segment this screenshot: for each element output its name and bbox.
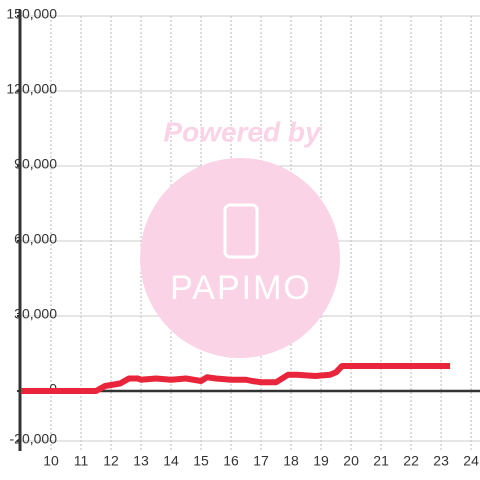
x-tick-label: 24: [463, 453, 479, 469]
x-tick-label: 22: [403, 453, 419, 469]
x-tick-label: 23: [433, 453, 449, 469]
data-line: [21, 363, 451, 394]
watermark-text: Powered by: [163, 116, 322, 147]
y-tick-label: 120,000: [6, 81, 57, 97]
x-tick-label: 10: [43, 453, 59, 469]
x-tick-label: 15: [193, 453, 209, 469]
y-tick-label: -20,000: [10, 431, 58, 447]
y-tick-label: 30,000: [14, 306, 57, 322]
watermark-text: PAPIMO: [170, 269, 312, 307]
y-tick-label: 60,000: [14, 231, 57, 247]
x-tick-label: 20: [343, 453, 359, 469]
x-tick-label: 12: [103, 453, 119, 469]
y-tick-label: 150,000: [6, 6, 57, 22]
x-tick-label: 13: [133, 453, 149, 469]
x-tick-label: 16: [223, 453, 239, 469]
x-tick-label: 14: [163, 453, 179, 469]
watermark-icon: [223, 203, 259, 259]
x-tick-label: 21: [373, 453, 389, 469]
x-tick-label: 11: [74, 453, 89, 469]
y-tick-label: 90,000: [14, 156, 57, 172]
watermark: Powered by PAPIMO: [140, 116, 340, 358]
x-tick-label: 19: [313, 453, 329, 469]
x-tick-label: 17: [253, 453, 269, 469]
x-tick-label: 18: [283, 453, 299, 469]
